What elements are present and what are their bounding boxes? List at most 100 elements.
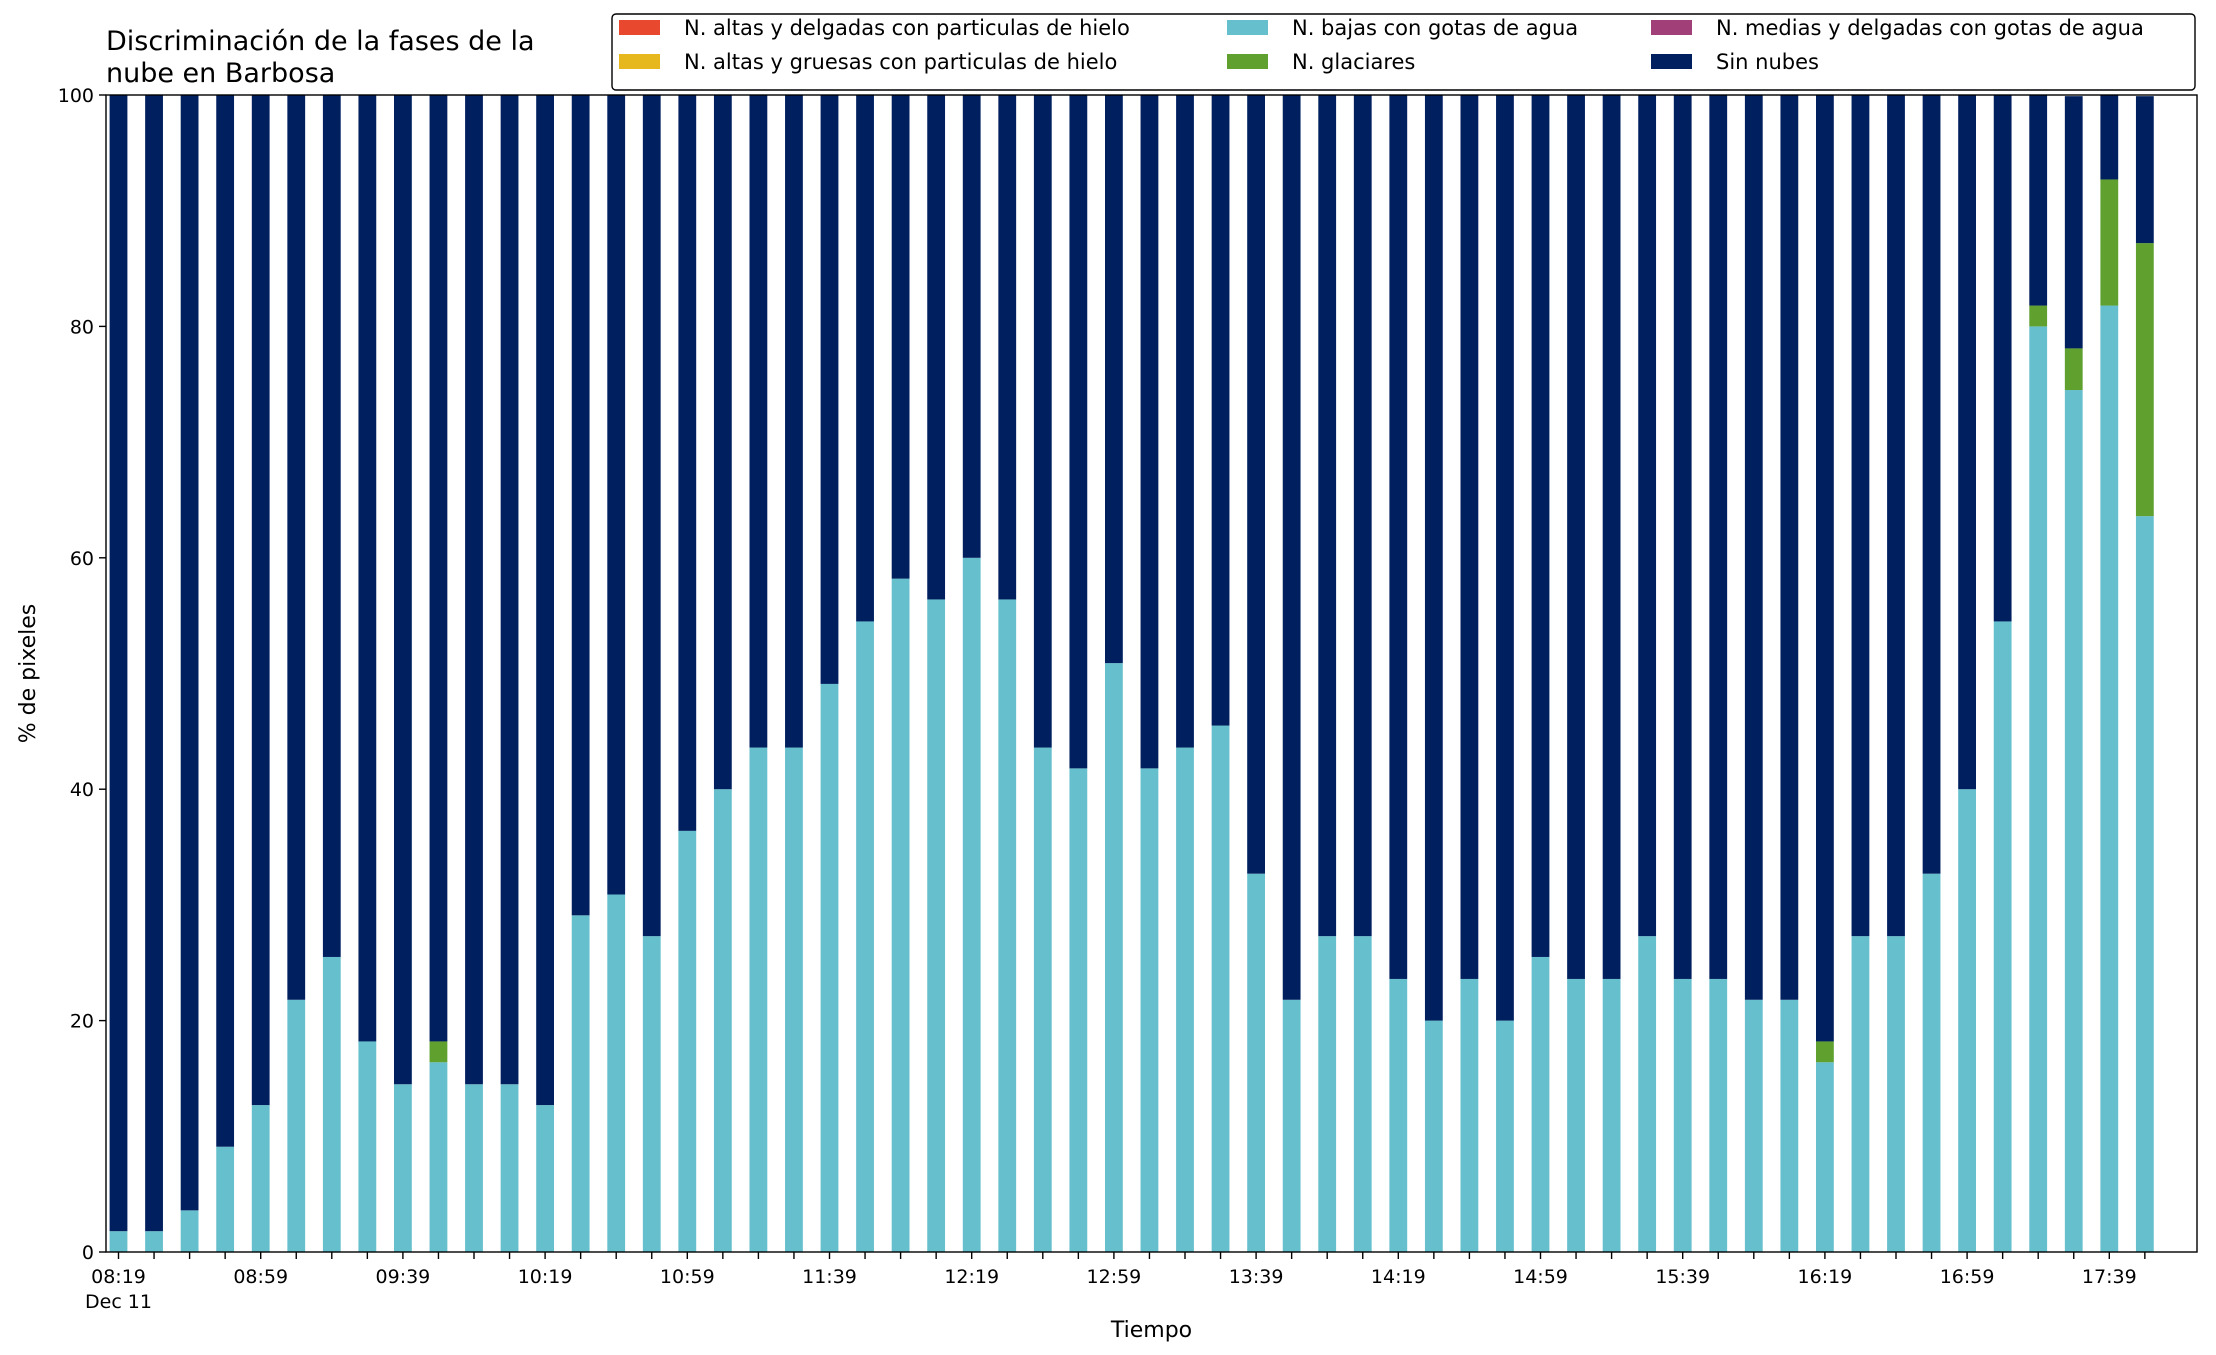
bar-segment-5-51: [1922, 95, 1941, 874]
bar-segment-5-32: [1247, 95, 1265, 874]
bar-segment-3-9: [429, 1041, 448, 1063]
bar-segment-5-50: [1887, 95, 1905, 937]
bar-segment-2-5: [287, 999, 306, 1252]
bar-segment-2-15: [642, 936, 661, 1252]
bar-segment-2-13: [571, 915, 590, 1252]
bar-segment-5-57: [2135, 96, 2154, 244]
x-tick-label: 14:59: [1513, 1266, 1568, 1288]
bar-segment-2-11: [500, 1084, 519, 1252]
bar-segment-5-55: [2064, 96, 2083, 349]
x-tick-label: 12:19: [944, 1266, 999, 1288]
bar-segment-5-22: [891, 95, 910, 579]
bar-segment-5-38: [1460, 95, 1479, 979]
bar-segment-5-4: [251, 95, 270, 1106]
bar-segment-5-44: [1673, 95, 1692, 979]
legend-swatch: [619, 54, 660, 69]
legend-label: N. altas y gruesas con particulas de hie…: [684, 50, 1117, 74]
bar-segment-5-53: [1993, 95, 2012, 622]
y-tick-label: 20: [70, 1011, 94, 1033]
bar-segment-5-39: [1496, 95, 1514, 1021]
legend-swatch: [619, 20, 660, 35]
bar-segment-5-56: [2100, 95, 2119, 180]
bar-segment-2-39: [1496, 1020, 1514, 1252]
bar-segment-3-48: [1816, 1041, 1834, 1063]
bar-segment-2-28: [1105, 663, 1123, 1252]
bar-segment-2-42: [1602, 978, 1621, 1252]
bar-segment-2-24: [962, 557, 981, 1252]
bar-segment-5-30: [1176, 95, 1194, 748]
bar-segment-2-8: [394, 1084, 412, 1252]
bar-segment-5-31: [1211, 95, 1230, 726]
x-tick-label: 17:39: [2082, 1266, 2137, 1288]
bar-segment-5-5: [287, 95, 306, 1000]
bar-segment-2-17: [713, 789, 732, 1252]
bar-segment-2-20: [820, 683, 839, 1252]
x-tick-label: 15:39: [1655, 1266, 1710, 1288]
bar-segment-5-2: [180, 95, 199, 1211]
x-tick-label: 11:39: [802, 1266, 857, 1288]
bar-segment-2-47: [1780, 999, 1799, 1252]
legend-label: N. altas y delgadas con particulas de hi…: [684, 16, 1130, 40]
x-tick-label: 14:19: [1371, 1266, 1426, 1288]
bar-segment-5-23: [927, 95, 946, 600]
bar-segment-5-54: [2029, 95, 2048, 306]
legend-label: N. glaciares: [1292, 50, 1415, 74]
bar-segment-2-27: [1069, 768, 1088, 1252]
bar-segment-5-14: [607, 95, 626, 895]
bar-segment-5-13: [571, 95, 590, 916]
x-tick-sublabel: Dec 11: [85, 1291, 152, 1313]
legend-swatch: [1651, 54, 1692, 69]
bar-segment-2-3: [216, 1146, 235, 1252]
bar-segment-5-25: [998, 95, 1017, 600]
bar-segment-3-55: [2064, 348, 2083, 391]
bar-segment-5-28: [1105, 95, 1123, 664]
bar-segment-5-8: [394, 95, 412, 1085]
x-axis-label: Tiempo: [1110, 1318, 1192, 1343]
bar-segment-2-51: [1922, 873, 1941, 1252]
bar-segment-2-46: [1744, 999, 1763, 1252]
legend-swatch: [1227, 54, 1268, 69]
bar-segment-5-6: [322, 95, 341, 957]
x-tick-label: 16:59: [1940, 1266, 1995, 1288]
bar-segment-2-44: [1673, 978, 1692, 1252]
x-tick-label: 13:39: [1229, 1266, 1284, 1288]
bar-segment-2-50: [1887, 936, 1905, 1252]
bar-segment-5-18: [749, 95, 768, 748]
bar-segment-2-23: [927, 599, 946, 1252]
x-tick-label: 16:19: [1798, 1266, 1853, 1288]
bar-segment-2-7: [358, 1041, 377, 1252]
bar-segment-5-20: [820, 95, 839, 684]
bar-segment-2-10: [465, 1084, 483, 1252]
legend-label: N. medias y delgadas con gotas de agua: [1716, 16, 2144, 40]
bar-segment-2-31: [1211, 725, 1230, 1252]
bar-segment-2-2: [180, 1210, 199, 1252]
y-tick-label: 0: [82, 1242, 94, 1264]
bar-segment-5-40: [1531, 95, 1550, 957]
bar-segment-2-43: [1638, 936, 1657, 1252]
bar-segment-5-26: [1033, 95, 1052, 748]
axes-frame: [105, 94, 2198, 1253]
bar-segment-5-27: [1069, 95, 1088, 769]
y-tick-label: 60: [70, 548, 94, 570]
bar-segment-2-57: [2135, 516, 2154, 1252]
x-tick-label: 12:59: [1087, 1266, 1142, 1288]
bar-segment-2-48: [1816, 1062, 1834, 1252]
bar-segment-5-15: [642, 95, 661, 937]
legend-swatch: [1227, 20, 1268, 35]
bar-segment-5-7: [358, 95, 377, 1042]
bar-segment-2-45: [1709, 978, 1728, 1252]
bar-segment-5-9: [429, 95, 448, 1042]
bar-segment-5-45: [1709, 95, 1728, 979]
chart-title-line: nube en Barbosa: [106, 58, 335, 89]
bar-segment-2-37: [1424, 1020, 1443, 1252]
bar-segment-5-35: [1353, 95, 1372, 937]
bar-segment-2-30: [1176, 747, 1194, 1252]
chart-title-line: Discriminación de la fases de la: [106, 26, 535, 57]
legend-label: Sin nubes: [1716, 50, 1819, 74]
bar-segment-5-17: [713, 95, 732, 790]
bar-segment-5-10: [465, 95, 483, 1085]
bar-segment-5-34: [1318, 95, 1337, 937]
bar-segment-2-38: [1460, 978, 1479, 1252]
y-tick-label: 80: [70, 316, 94, 338]
